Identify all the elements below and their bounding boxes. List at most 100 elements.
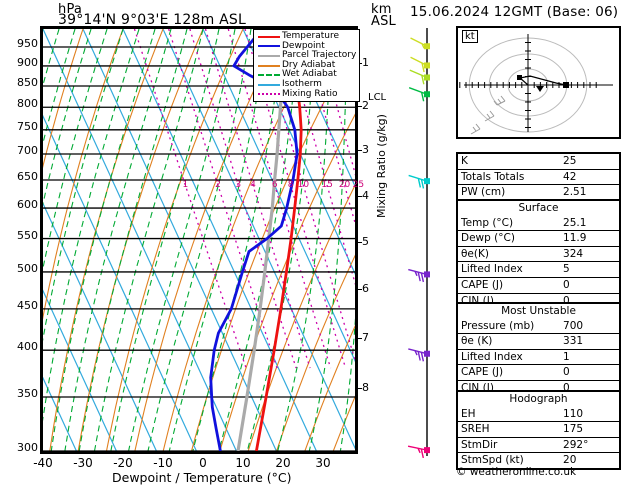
height-tick-6: 6 bbox=[362, 282, 369, 296]
row-label: Pressure (mb) bbox=[461, 319, 535, 332]
pressure-tick-450: 450 bbox=[17, 298, 38, 312]
hodograph-unit-label: kt bbox=[462, 30, 478, 43]
mixing-ratio-axis-label: Mixing Ratio (g/kg) bbox=[375, 114, 388, 218]
row-value: 324 bbox=[563, 247, 584, 260]
row-value: 2.51 bbox=[563, 186, 587, 199]
legend-swatch-0 bbox=[258, 35, 280, 38]
table-heading-surface: Surface bbox=[518, 202, 559, 214]
legend-swatch-1 bbox=[258, 45, 280, 48]
height-tickmark-3 bbox=[356, 150, 362, 152]
table-row: StmDir 292° bbox=[458, 437, 619, 453]
table-row: Lifted Index 5 bbox=[458, 262, 619, 278]
mixing-ratio-label-4: 4 bbox=[250, 180, 256, 191]
legend-swatch-2 bbox=[258, 54, 280, 57]
row-label: EH bbox=[461, 407, 476, 420]
legend-label-2: Parcel Trajectory bbox=[282, 50, 357, 61]
table-row: StmSpd (kt) 20 bbox=[458, 453, 619, 468]
legend-item-5: Isotherm bbox=[256, 78, 356, 90]
wind-barb-950 bbox=[410, 37, 430, 50]
x-tick--40: -40 bbox=[33, 456, 53, 470]
legend-item-6: Mixing Ratio bbox=[256, 89, 356, 100]
pressure-tick-350: 350 bbox=[17, 386, 38, 400]
legend-swatch-3 bbox=[258, 64, 280, 67]
x-tick--20: -20 bbox=[113, 456, 133, 470]
row-label: Lifted Index bbox=[461, 263, 523, 276]
row-label: StmSpd (kt) bbox=[461, 454, 524, 467]
row-value: 5 bbox=[563, 263, 570, 276]
legend-item-1: Dewpoint bbox=[256, 40, 356, 52]
table-row: CAPE (J) 0 bbox=[458, 277, 619, 294]
row-value: 0 bbox=[563, 366, 570, 379]
row-value: 331 bbox=[563, 335, 584, 348]
row-value: 20 bbox=[563, 454, 577, 467]
table-heading-most-unstable: Most Unstable bbox=[501, 305, 576, 317]
wind-barb-650 bbox=[408, 174, 430, 189]
x-tick-20: 20 bbox=[275, 456, 291, 470]
legend-label-0: Temperature bbox=[282, 31, 340, 41]
height-tick-2: 2 bbox=[362, 99, 369, 113]
row-label: Totals Totals bbox=[461, 170, 525, 183]
wind-barb-500 bbox=[408, 268, 430, 283]
legend-item-3: Dry Adiabat bbox=[256, 60, 356, 71]
pressure-tick-950: 950 bbox=[17, 36, 38, 50]
row-value: 175 bbox=[563, 423, 584, 436]
skewt-canvas bbox=[43, 29, 355, 451]
page-title: 39°14'N 9°03'E 128m ASL bbox=[58, 12, 246, 28]
height-tick-1: 1 bbox=[362, 56, 369, 70]
row-label: θe (K) bbox=[461, 335, 493, 348]
wind-barb-305 bbox=[407, 445, 430, 458]
row-value: 11.9 bbox=[563, 232, 587, 245]
mixing-ratio-label-25: 25 bbox=[352, 180, 365, 191]
hodograph-canvas bbox=[459, 34, 613, 135]
row-label: Lifted Index bbox=[461, 350, 523, 363]
x-tick-30: 30 bbox=[315, 456, 331, 470]
copyright-label: © weatheronline.co.uk bbox=[456, 466, 577, 478]
row-value: 42 bbox=[563, 170, 577, 183]
row-value: 700 bbox=[563, 319, 584, 332]
table-row: Temp (°C) 25.1 bbox=[458, 216, 619, 231]
row-value: 292° bbox=[563, 438, 589, 451]
height-tick-5: 5 bbox=[362, 234, 369, 248]
mixing-ratio-label-20: 20 bbox=[338, 180, 351, 191]
skewt-diagram bbox=[40, 26, 358, 454]
height-axis-unit-line1: km bbox=[371, 2, 392, 17]
pressure-tick-600: 600 bbox=[17, 198, 38, 212]
height-tickmark-4 bbox=[356, 195, 362, 197]
table-row: Totals Totals 42 bbox=[458, 169, 619, 185]
pressure-tick-550: 550 bbox=[17, 228, 38, 242]
height-tick-4: 4 bbox=[362, 188, 369, 202]
wind-barb-400 bbox=[408, 348, 430, 362]
table-row: EH 110 bbox=[458, 407, 619, 422]
table-row: θe (K) 331 bbox=[458, 334, 619, 350]
mixing-ratio-label-15: 15 bbox=[321, 180, 333, 191]
row-label: Dewp (°C) bbox=[461, 232, 515, 245]
table-heading-hodograph-stats: Hodograph bbox=[509, 393, 568, 405]
x-axis-label: Dewpoint / Temperature (°C) bbox=[112, 470, 292, 485]
legend-label-5: Isotherm bbox=[282, 78, 322, 89]
legend-swatch-6 bbox=[258, 93, 280, 96]
row-value: 25.1 bbox=[563, 216, 587, 229]
pressure-tick-300: 300 bbox=[17, 441, 38, 454]
pressure-tick-400: 400 bbox=[17, 340, 38, 354]
height-tick-3: 3 bbox=[362, 143, 369, 157]
row-value: 110 bbox=[563, 407, 584, 420]
row-value: 0 bbox=[563, 381, 570, 394]
table-row: Pressure (mb) 700 bbox=[458, 319, 619, 334]
pressure-axis-unit: hPa bbox=[58, 2, 83, 17]
row-label: CAPE (J) bbox=[461, 366, 504, 379]
table-row: CAPE (J) 0 bbox=[458, 365, 619, 381]
height-axis-unit-line2: ASL bbox=[371, 14, 396, 29]
wind-barb-900 bbox=[410, 56, 430, 73]
legend-label-1: Dewpoint bbox=[282, 40, 325, 51]
x-tick--30: -30 bbox=[73, 456, 93, 470]
row-label: CAPE (J) bbox=[461, 278, 504, 291]
hodograph-plot: kt bbox=[456, 26, 621, 139]
table-row: K 25 bbox=[458, 154, 619, 170]
legend: Temperature Dewpoint Parcel Trajectory Dry … bbox=[253, 29, 361, 103]
legend-swatch-4 bbox=[258, 74, 280, 77]
row-label: Temp (°C) bbox=[461, 216, 514, 229]
wind-barb-column bbox=[407, 28, 430, 458]
table-row: SREH 175 bbox=[458, 422, 619, 438]
row-label: K bbox=[461, 155, 468, 167]
height-tickmark-2 bbox=[356, 106, 362, 108]
